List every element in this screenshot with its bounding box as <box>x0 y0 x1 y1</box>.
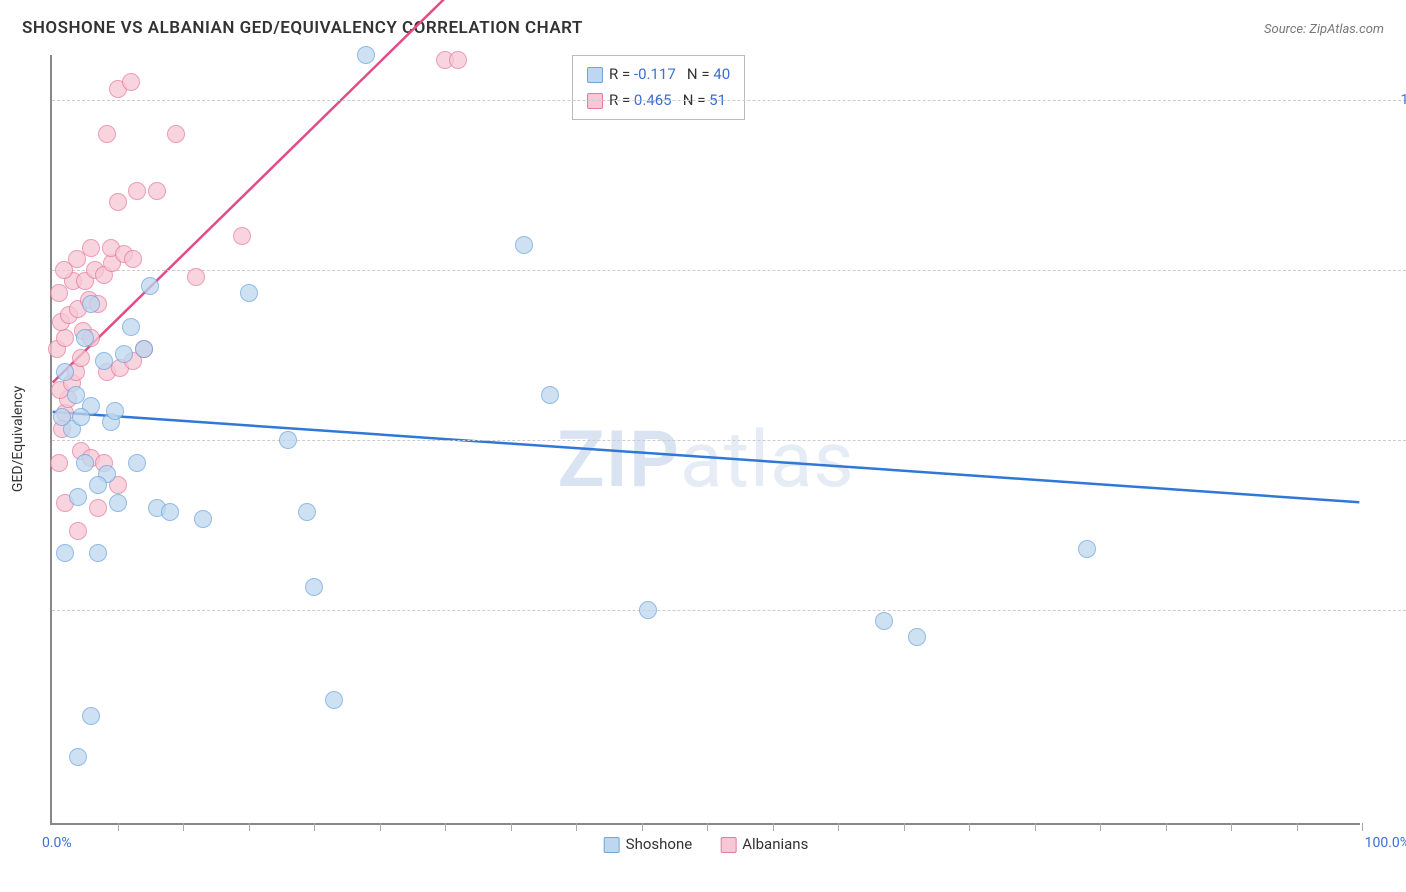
legend-swatch <box>604 837 620 853</box>
scatter-point <box>128 454 146 472</box>
x-tick <box>1231 823 1232 831</box>
x-tick <box>1297 823 1298 831</box>
legend-stats: R = -0.117 N = 40R = 0.465 N = 51 <box>572 55 745 120</box>
x-tick <box>904 823 905 831</box>
x-tick <box>183 823 184 831</box>
scatter-point <box>639 601 657 619</box>
scatter-point <box>89 499 107 517</box>
scatter-point <box>89 476 107 494</box>
scatter-point <box>187 268 205 286</box>
scatter-point <box>1078 540 1096 558</box>
x-tick <box>118 823 119 831</box>
grid-line-h <box>52 270 1406 271</box>
scatter-point <box>98 125 116 143</box>
x-tick <box>576 823 577 831</box>
x-tick <box>1362 823 1363 831</box>
watermark: ZIPatlas <box>557 415 854 506</box>
scatter-point <box>109 494 127 512</box>
scatter-point <box>122 73 140 91</box>
scatter-point <box>279 431 297 449</box>
x-tick <box>380 823 381 831</box>
scatter-point <box>72 349 90 367</box>
x-tick <box>314 823 315 831</box>
scatter-point <box>875 612 893 630</box>
scatter-point <box>515 236 533 254</box>
scatter-point <box>449 51 467 69</box>
y-axis-title: GED/Equivalency <box>10 386 26 492</box>
x-tick <box>1100 823 1101 831</box>
scatter-point <box>109 193 127 211</box>
scatter-point <box>161 503 179 521</box>
scatter-point <box>82 707 100 725</box>
x-tick <box>1035 823 1036 831</box>
scatter-point <box>53 408 71 426</box>
scatter-point <box>305 578 323 596</box>
scatter-point <box>122 318 140 336</box>
source-label: Source: ZipAtlas.com <box>1264 22 1384 37</box>
scatter-point <box>325 691 343 709</box>
plot-area: ZIPatlas GED/Equivalency R = -0.117 N = … <box>50 55 1360 825</box>
scatter-point <box>56 329 74 347</box>
scatter-point <box>135 340 153 358</box>
chart-title: SHOSHONE VS ALBANIAN GED/EQUIVALENCY COR… <box>22 18 583 38</box>
scatter-point <box>69 522 87 540</box>
grid-line-h <box>52 440 1406 441</box>
legend-label: Albanians <box>742 835 808 853</box>
scatter-point <box>82 239 100 257</box>
scatter-point <box>148 182 166 200</box>
x-tick-label: 0.0% <box>42 835 72 851</box>
x-tick <box>773 823 774 831</box>
trend-line <box>53 0 445 383</box>
scatter-point <box>106 402 124 420</box>
legend-swatch <box>720 837 736 853</box>
x-tick-label: 100.0% <box>1365 835 1406 851</box>
x-tick <box>249 823 250 831</box>
scatter-point <box>76 454 94 472</box>
scatter-point <box>357 46 375 64</box>
scatter-point <box>56 363 74 381</box>
legend-swatch <box>587 67 603 83</box>
scatter-point <box>76 329 94 347</box>
legend-item: Albanians <box>720 835 808 853</box>
legend-item: Shoshone <box>604 835 693 853</box>
grid-line-h <box>52 610 1406 611</box>
scatter-point <box>240 284 258 302</box>
x-tick <box>445 823 446 831</box>
scatter-point <box>141 277 159 295</box>
scatter-point <box>128 182 146 200</box>
scatter-point <box>233 227 251 245</box>
x-tick <box>511 823 512 831</box>
legend-label: Shoshone <box>626 835 693 853</box>
scatter-point <box>541 386 559 404</box>
legend-series: Shoshone Albanians <box>604 835 809 853</box>
scatter-point <box>298 503 316 521</box>
scatter-point <box>69 488 87 506</box>
y-tick-label: 100.0% <box>1366 92 1406 108</box>
scatter-point <box>167 125 185 143</box>
scatter-point <box>69 748 87 766</box>
scatter-point <box>50 454 68 472</box>
scatter-point <box>194 510 212 528</box>
x-tick <box>707 823 708 831</box>
grid-line-h <box>52 100 1406 101</box>
legend-stats-row: R = -0.117 N = 40 <box>587 62 730 88</box>
scatter-point <box>908 628 926 646</box>
scatter-point <box>89 544 107 562</box>
scatter-point <box>115 345 133 363</box>
x-tick <box>642 823 643 831</box>
trend-line <box>53 412 1360 502</box>
y-tick-label: 92.5% <box>1366 262 1406 278</box>
trend-lines <box>52 55 1360 823</box>
scatter-point <box>124 250 142 268</box>
scatter-point <box>67 386 85 404</box>
x-tick <box>1166 823 1167 831</box>
scatter-point <box>56 544 74 562</box>
scatter-point <box>72 408 90 426</box>
scatter-point <box>82 295 100 313</box>
y-tick-label: 77.5% <box>1366 602 1406 618</box>
x-tick <box>838 823 839 831</box>
scatter-point <box>95 352 113 370</box>
y-tick-label: 85.0% <box>1366 432 1406 448</box>
x-tick <box>969 823 970 831</box>
